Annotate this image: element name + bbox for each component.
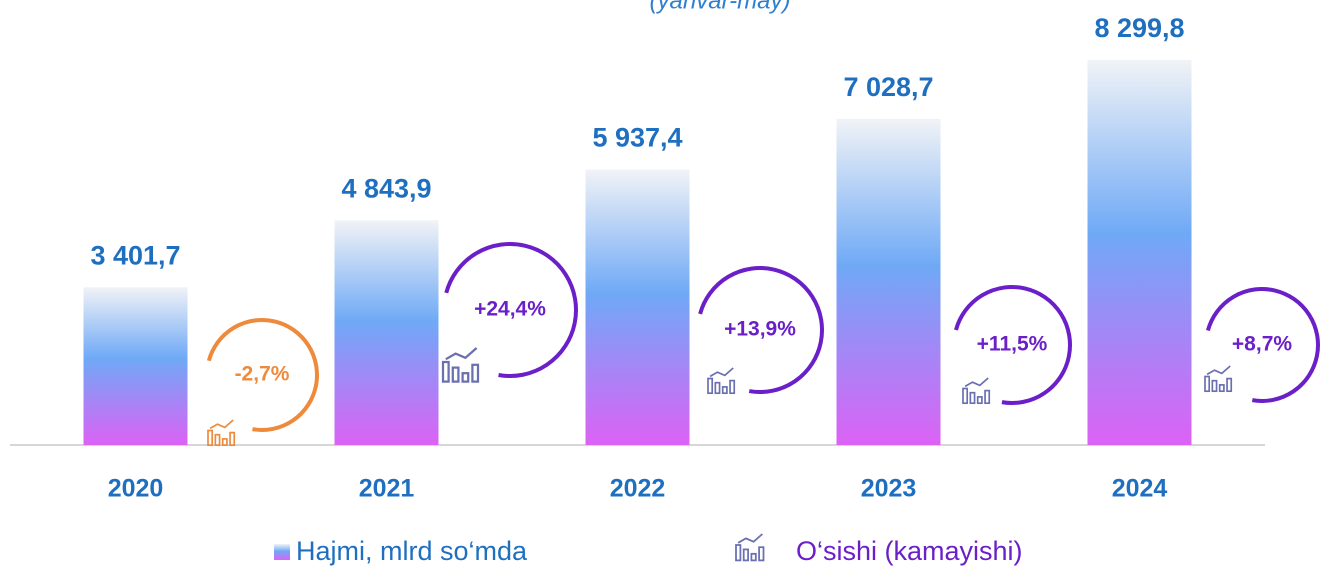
icon-bar bbox=[214, 433, 221, 447]
icon-bar bbox=[707, 377, 714, 395]
icon-bar bbox=[742, 548, 749, 562]
icon-bar bbox=[229, 431, 236, 447]
subtitle: (yanvar-may) bbox=[650, 0, 791, 14]
icon-bar bbox=[1226, 377, 1233, 393]
growth-ring bbox=[1205, 287, 1320, 403]
value-label: 3 401,7 bbox=[90, 240, 180, 270]
x-tick-label: 2024 bbox=[1112, 475, 1168, 503]
icon-bar bbox=[721, 386, 728, 395]
growth-label: +13,9% bbox=[724, 318, 796, 341]
icon-line bbox=[445, 347, 478, 361]
growth-label: -2,7% bbox=[235, 363, 290, 386]
value-label: 4 843,9 bbox=[341, 173, 431, 203]
growth-label: +8,7% bbox=[1232, 333, 1292, 356]
icon-line bbox=[209, 419, 234, 430]
icon-bar bbox=[758, 546, 765, 562]
growth-ring bbox=[698, 266, 824, 394]
legend-label: O‘sishi (kamayishi) bbox=[796, 536, 1023, 566]
icon-line bbox=[1206, 365, 1231, 376]
icon-bar bbox=[976, 396, 983, 405]
icon-bar bbox=[729, 379, 736, 395]
icon-bar bbox=[461, 372, 470, 383]
icon-bar bbox=[984, 389, 991, 405]
growth-icon bbox=[441, 347, 480, 383]
icon-bar bbox=[969, 391, 976, 405]
icon-bar bbox=[451, 366, 460, 383]
icon-line bbox=[709, 367, 734, 378]
icon-bar bbox=[1204, 375, 1211, 393]
value-label: 7 028,7 bbox=[843, 72, 933, 102]
growth-icon bbox=[1204, 365, 1233, 393]
growth-ring bbox=[206, 318, 319, 432]
icon-bar bbox=[1211, 379, 1218, 393]
legend-label: Hajmi, mlrd so‘mda bbox=[296, 536, 528, 566]
icon-bar bbox=[962, 387, 969, 405]
icon-bar bbox=[471, 363, 480, 383]
growth-icon bbox=[207, 419, 236, 447]
x-tick-label: 2020 bbox=[108, 475, 164, 503]
icon-bar bbox=[221, 438, 228, 447]
growth-icon bbox=[735, 533, 765, 562]
bar bbox=[1087, 59, 1192, 445]
bar bbox=[836, 118, 941, 446]
growth-ring bbox=[954, 285, 1072, 405]
x-tick-label: 2021 bbox=[359, 475, 415, 503]
growth-label: +11,5% bbox=[977, 333, 1048, 356]
icon-bar bbox=[750, 552, 757, 562]
bar bbox=[83, 287, 188, 445]
icon-bar bbox=[735, 544, 742, 562]
icon-line bbox=[964, 377, 989, 388]
icon-bar bbox=[1218, 384, 1225, 393]
x-tick-label: 2022 bbox=[610, 475, 666, 503]
legend-swatch bbox=[274, 544, 290, 560]
growth-label: +24,4% bbox=[474, 298, 546, 321]
growth-icon bbox=[962, 377, 991, 405]
x-tick-label: 2023 bbox=[861, 475, 917, 503]
icon-bar bbox=[207, 429, 214, 447]
value-label: 8 299,8 bbox=[1094, 13, 1184, 43]
icon-line bbox=[737, 533, 763, 544]
growth-ring bbox=[444, 242, 578, 378]
icon-bar bbox=[441, 360, 450, 383]
bar bbox=[334, 220, 439, 445]
icon-bar bbox=[714, 381, 721, 395]
value-label: 5 937,4 bbox=[592, 123, 682, 153]
growth-icon bbox=[707, 367, 736, 395]
bar bbox=[585, 169, 690, 445]
